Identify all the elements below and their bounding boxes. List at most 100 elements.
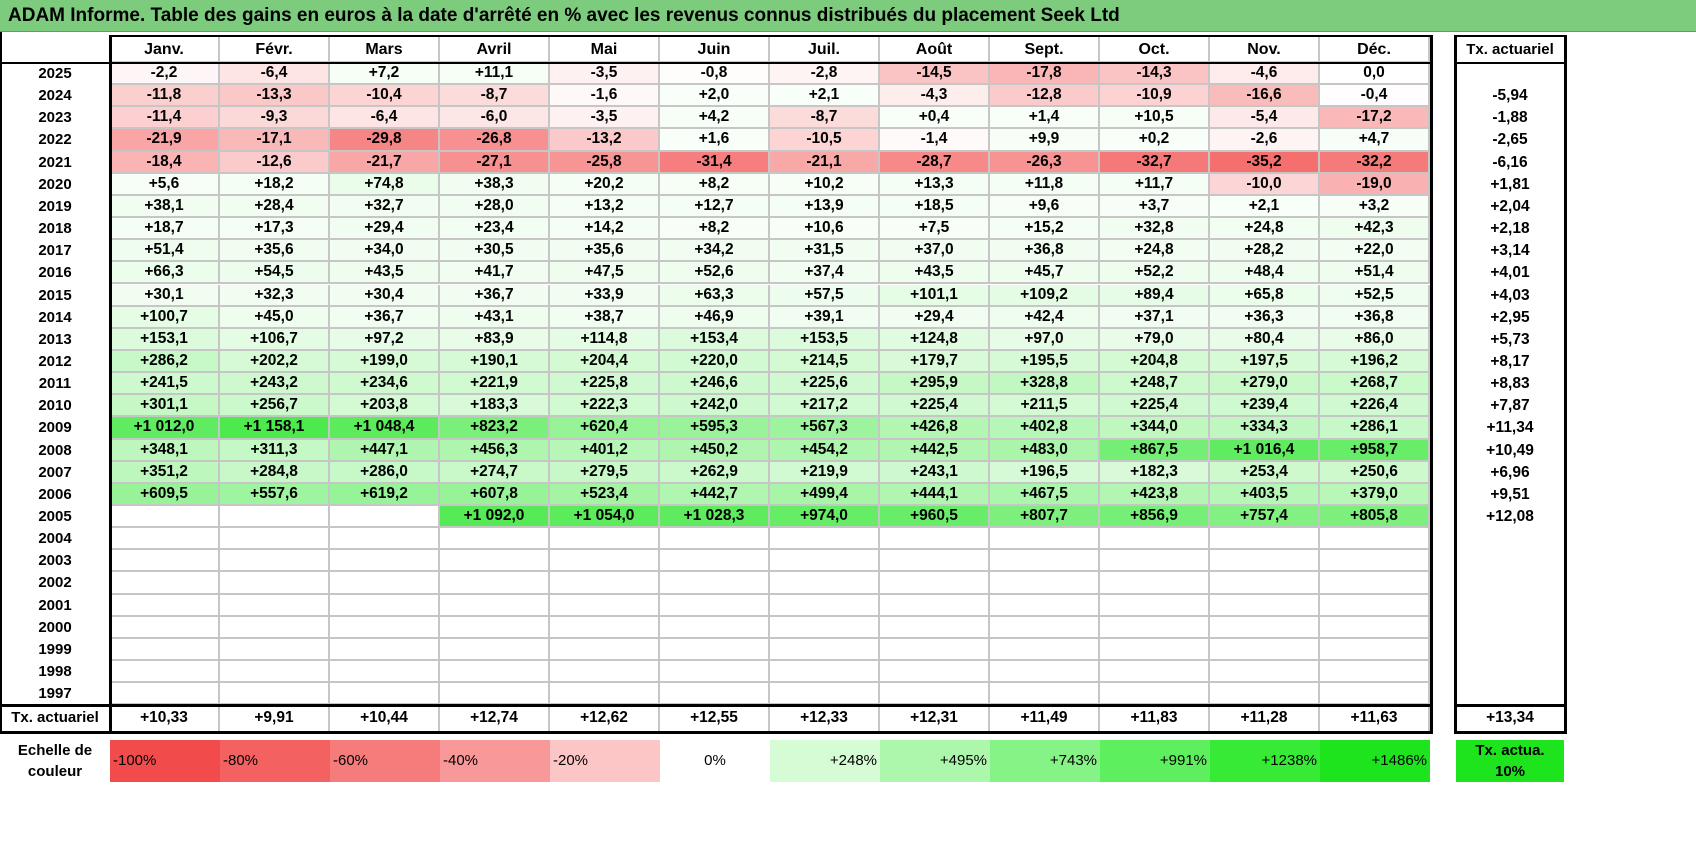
footer-rate-cell: +12,74 <box>440 705 550 731</box>
month-header: Oct. <box>1100 36 1210 63</box>
gain-cell: +97,0 <box>990 328 1100 351</box>
footer-label: Tx. actuariel <box>11 709 99 726</box>
table-border <box>1564 36 1567 733</box>
gain-cell: -32,2 <box>1320 151 1430 174</box>
gain-cell <box>770 594 880 617</box>
gain-cell: +35,6 <box>550 240 660 263</box>
gain-cell: +8,2 <box>660 173 770 196</box>
gain-cell: +48,4 <box>1210 262 1320 285</box>
gain-cell <box>1100 638 1210 662</box>
gain-cell: -6,0 <box>440 107 550 130</box>
gain-cell: +619,2 <box>330 483 440 506</box>
footer-rate-cell: +12,55 <box>660 705 770 731</box>
gain-cell: +0,2 <box>1100 129 1210 152</box>
gain-cell: +24,8 <box>1210 218 1320 241</box>
color-scale-step: -60% <box>330 740 440 782</box>
gain-cell: +20,2 <box>550 173 660 196</box>
gain-cell: +124,8 <box>880 328 990 351</box>
footer-total-rate: +13,34 <box>1486 709 1534 726</box>
table-border <box>1454 36 1457 733</box>
gain-cell: +38,7 <box>550 306 660 329</box>
gain-cell: +43,1 <box>440 306 550 329</box>
year-label: 2006 <box>38 485 72 503</box>
gain-cell: +37,4 <box>770 262 880 285</box>
gain-cell: +426,8 <box>880 417 990 440</box>
gain-cell <box>660 594 770 617</box>
gain-cell <box>220 638 330 662</box>
gain-cell: -4,6 <box>1210 63 1320 86</box>
gain-cell: +250,6 <box>1320 461 1430 484</box>
gain-cell: -3,5 <box>550 107 660 130</box>
gain-cell: +32,8 <box>1100 218 1210 241</box>
gain-cell: -12,6 <box>220 151 330 174</box>
year-label: 2003 <box>38 552 72 570</box>
gain-cell <box>110 550 220 573</box>
gain-cell <box>1320 683 1430 706</box>
gain-cell <box>1100 594 1210 617</box>
gain-cell <box>1210 528 1320 551</box>
gain-cell <box>990 683 1100 706</box>
gain-cell: +11,8 <box>990 173 1100 196</box>
year-label: 2008 <box>38 441 72 459</box>
gain-cell: +3,2 <box>1320 195 1430 219</box>
gain-cell: +24,8 <box>1100 240 1210 263</box>
gain-cell: +30,1 <box>110 284 220 307</box>
gain-cell <box>110 683 220 706</box>
gain-cell: +456,3 <box>440 439 550 462</box>
year-label: 2023 <box>38 109 72 127</box>
gain-cell <box>770 683 880 706</box>
gain-cell <box>880 572 990 595</box>
gain-cell: +284,8 <box>220 461 330 484</box>
gain-cell <box>660 616 770 639</box>
year-label: 2010 <box>38 397 72 415</box>
gain-cell <box>880 638 990 662</box>
gain-cell: -26,8 <box>440 129 550 152</box>
gain-cell: +243,1 <box>880 461 990 484</box>
gain-cell <box>440 594 550 617</box>
gain-cell: +262,9 <box>660 461 770 484</box>
gain-cell <box>660 528 770 551</box>
table-border <box>1430 36 1433 733</box>
gain-cell: +225,4 <box>1100 395 1210 418</box>
gain-cell: -2,8 <box>770 63 880 86</box>
gain-cell: +51,4 <box>1320 262 1430 285</box>
gain-cell: +11,7 <box>1100 173 1210 196</box>
gain-cell <box>110 661 220 684</box>
gain-cell <box>1100 683 1210 706</box>
gain-cell: -19,0 <box>1320 173 1430 196</box>
gain-cell <box>770 572 880 595</box>
month-header: Janv. <box>110 36 220 63</box>
gain-cell: +10,2 <box>770 173 880 196</box>
gain-cell: +13,2 <box>550 195 660 219</box>
gain-cell <box>990 550 1100 573</box>
gain-cell <box>220 572 330 595</box>
footer-rate-cell: +11,83 <box>1100 705 1210 731</box>
gain-cell <box>770 661 880 684</box>
gain-cell: +279,5 <box>550 461 660 484</box>
gain-cell: +36,7 <box>440 284 550 307</box>
gain-cell: +22,0 <box>1320 240 1430 263</box>
gain-cell: +190,1 <box>440 350 550 374</box>
gain-cell <box>220 528 330 551</box>
year-rate-cell: +4,03 <box>1490 286 1530 304</box>
color-scale-step: +495% <box>880 740 990 782</box>
gain-cell <box>1100 528 1210 551</box>
gain-cell: +279,0 <box>1210 373 1320 396</box>
gain-cell: +567,3 <box>770 417 880 440</box>
table-border <box>1454 704 1567 707</box>
year-label: 2015 <box>38 286 72 304</box>
gain-cell: +28,0 <box>440 195 550 219</box>
year-label: 2021 <box>38 153 72 171</box>
year-rate-cell: +7,87 <box>1490 397 1530 415</box>
gain-cell: -0,4 <box>1320 85 1430 108</box>
month-header: Mai <box>550 36 660 63</box>
gain-cell: +83,9 <box>440 328 550 351</box>
gain-cell: +86,0 <box>1320 328 1430 351</box>
gain-cell: +35,6 <box>220 240 330 263</box>
gain-cell: +5,6 <box>110 173 220 196</box>
year-label: 2002 <box>38 574 72 592</box>
gain-cell <box>770 638 880 662</box>
gain-cell: +36,8 <box>990 240 1100 263</box>
year-rate-cell: -5,94 <box>1492 87 1528 105</box>
gain-cell <box>990 528 1100 551</box>
